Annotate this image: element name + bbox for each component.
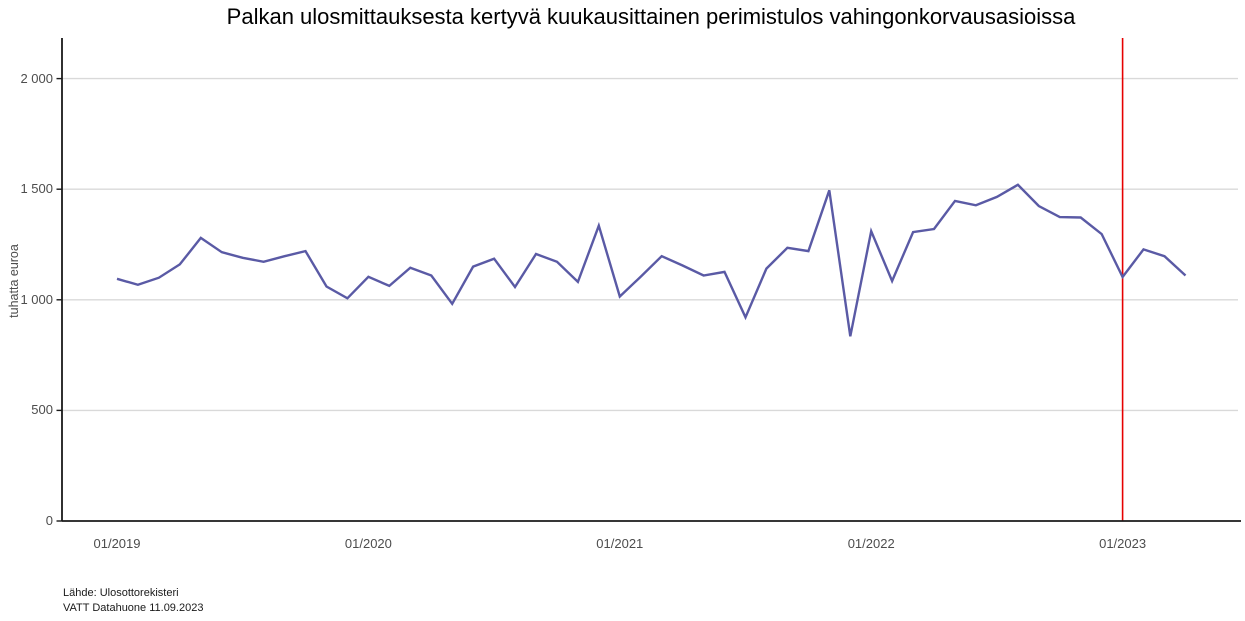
x-tick-label: 01/2019 xyxy=(93,536,141,551)
x-tick-label: 01/2022 xyxy=(847,536,895,551)
x-tick-label: 01/2020 xyxy=(344,536,392,551)
y-tick-label: 1 000 xyxy=(20,291,53,307)
attribution-line: VATT Datahuone 11.09.2023 xyxy=(63,601,204,614)
chart-title: Palkan ulosmittauksesta kertyvä kuukausi… xyxy=(226,4,1076,29)
y-tick-label: 500 xyxy=(31,402,53,418)
source-caption: Lähde: Ulosottorekisteri VATT Datahuone … xyxy=(63,586,203,616)
y-tick-label: 0 xyxy=(45,513,53,528)
data-line xyxy=(116,183,1187,337)
y-tick-label: 2 000 xyxy=(20,70,53,86)
x-tick-label: 01/2021 xyxy=(596,536,644,551)
source-line: Lähde: Ulosottorekisteri xyxy=(63,587,179,599)
y-tick-label: 1 500 xyxy=(20,181,53,197)
x-tick-label: 01/2023 xyxy=(1099,536,1147,551)
